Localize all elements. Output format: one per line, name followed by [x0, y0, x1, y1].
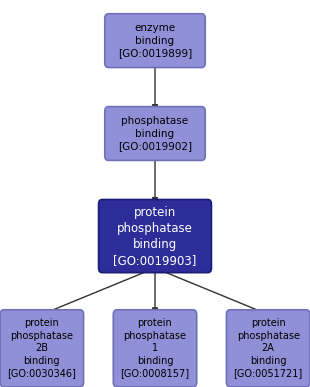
Text: protein
phosphatase
2A
binding
[GO:0051721]: protein phosphatase 2A binding [GO:00517…: [233, 319, 303, 378]
FancyBboxPatch shape: [113, 310, 197, 387]
Text: phosphatase
binding
[GO:0019902]: phosphatase binding [GO:0019902]: [118, 116, 192, 151]
FancyBboxPatch shape: [105, 106, 205, 160]
FancyBboxPatch shape: [105, 14, 205, 67]
FancyBboxPatch shape: [99, 200, 211, 272]
Text: protein
phosphatase
2B
binding
[GO:0030346]: protein phosphatase 2B binding [GO:00303…: [7, 319, 76, 378]
FancyBboxPatch shape: [226, 310, 310, 387]
Text: protein
phosphatase
1
binding
[GO:0008157]: protein phosphatase 1 binding [GO:000815…: [121, 319, 189, 378]
Text: enzyme
binding
[GO:0019899]: enzyme binding [GO:0019899]: [118, 23, 192, 58]
Text: protein
phosphatase
binding
[GO:0019903]: protein phosphatase binding [GO:0019903]: [113, 205, 197, 267]
FancyBboxPatch shape: [0, 310, 84, 387]
